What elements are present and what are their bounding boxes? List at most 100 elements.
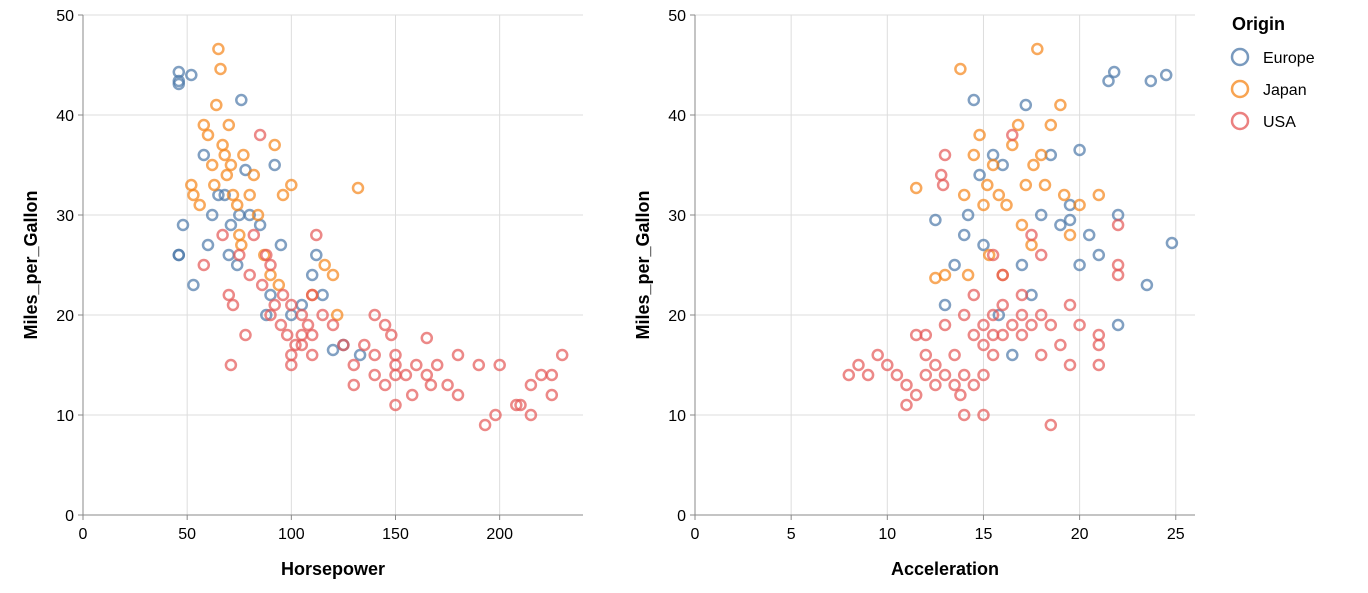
data-point-japan (216, 138, 229, 152)
data-point-japan (330, 308, 344, 322)
data-point-usa (1063, 358, 1077, 372)
data-point-europe (305, 268, 319, 282)
data-point-europe (253, 218, 267, 232)
data-point-japan (285, 178, 298, 192)
data-point-usa (996, 298, 1009, 312)
x-tick-label: 20 (1071, 526, 1089, 543)
data-point-usa (451, 348, 465, 362)
data-point-japan (909, 181, 923, 195)
data-point-europe (264, 288, 277, 302)
data-point-japan (272, 278, 286, 292)
data-point-japan (938, 268, 952, 282)
data-point-japan (214, 62, 227, 76)
data-point-europe (310, 248, 323, 262)
data-point-usa (420, 368, 434, 382)
data-point-japan (212, 42, 225, 56)
data-point-europe (295, 298, 309, 312)
data-point-europe (1107, 65, 1121, 79)
data-point-usa (399, 368, 413, 382)
data-point-usa (285, 298, 298, 312)
data-point-usa (385, 328, 398, 342)
data-point-europe (243, 208, 256, 222)
data-point-europe (1111, 318, 1125, 332)
data-point-japan (1019, 178, 1033, 192)
y-tick-label: 30 (668, 208, 686, 225)
data-point-usa (1092, 358, 1106, 372)
x-axis-title: Horsepower (281, 559, 385, 579)
data-point-usa (938, 318, 952, 332)
data-point-europe (992, 308, 1006, 322)
data-point-usa (295, 338, 309, 352)
data-point-usa (954, 388, 967, 402)
data-point-usa (280, 328, 294, 342)
data-point-usa (253, 128, 267, 142)
data-point-europe (316, 288, 329, 302)
legend-symbol-usa (1230, 111, 1250, 131)
data-point-usa (1044, 418, 1058, 432)
data-point-europe (1054, 218, 1067, 232)
data-point-usa (545, 388, 559, 402)
data-point-japan (986, 158, 1000, 172)
data-point-japan (1038, 178, 1052, 192)
legend-label-japan: Japan (1263, 82, 1307, 99)
series-europe (929, 65, 1179, 362)
data-point-usa (255, 278, 269, 292)
data-point-usa (977, 318, 990, 332)
data-point-usa (289, 338, 302, 352)
data-point-usa (337, 338, 350, 352)
data-point-europe (1140, 278, 1154, 292)
data-point-europe (977, 238, 990, 252)
x-tick-label: 25 (1167, 526, 1185, 543)
data-point-usa (967, 288, 981, 302)
data-point-usa (957, 368, 971, 382)
data-point-europe (1019, 98, 1033, 112)
x-tick-label: 0 (79, 526, 88, 543)
data-point-japan (973, 128, 986, 142)
data-point-usa (326, 318, 340, 332)
data-point-usa (441, 378, 454, 392)
data-point-usa (268, 298, 281, 312)
data-point-japan (1031, 42, 1044, 56)
data-point-usa (274, 318, 288, 332)
data-point-europe (1165, 236, 1179, 250)
data-point-usa (996, 328, 1009, 342)
data-point-japan (264, 268, 277, 282)
data-point-usa (1092, 328, 1106, 342)
data-point-usa (295, 328, 309, 342)
data-point-usa (929, 378, 942, 392)
data-point-japan (235, 238, 248, 252)
data-point-europe (929, 213, 942, 227)
data-point-usa (936, 178, 950, 192)
data-point-usa (224, 358, 238, 372)
data-point-usa (451, 388, 465, 402)
data-point-japan (1034, 148, 1048, 162)
data-point-japan (351, 181, 365, 195)
series-usa (197, 128, 569, 432)
data-point-japan (1011, 118, 1025, 132)
data-point-usa (510, 398, 523, 412)
x-tick-label: 5 (787, 526, 796, 543)
data-point-europe (172, 248, 186, 262)
data-point-japan (326, 268, 340, 282)
data-point-usa (1063, 298, 1077, 312)
data-point-japan (233, 228, 246, 242)
data-point-japan (977, 198, 990, 212)
data-point-usa (1025, 228, 1038, 242)
y-tick-label: 40 (668, 108, 686, 125)
data-point-japan (1025, 238, 1038, 252)
data-point-japan (210, 98, 223, 112)
y-tick-label: 50 (668, 8, 686, 25)
data-point-japan (318, 258, 331, 272)
data-point-europe (172, 74, 186, 88)
data-point-europe (274, 238, 288, 252)
legend-label-usa: USA (1263, 114, 1296, 131)
data-point-usa (909, 388, 923, 402)
data-point-japan (992, 188, 1006, 202)
data-point-europe (176, 218, 190, 232)
data-point-usa (852, 358, 865, 372)
data-point-europe (235, 93, 248, 107)
data-point-europe (986, 148, 1000, 162)
y-tick-label: 10 (668, 408, 686, 425)
data-point-usa (957, 408, 971, 422)
